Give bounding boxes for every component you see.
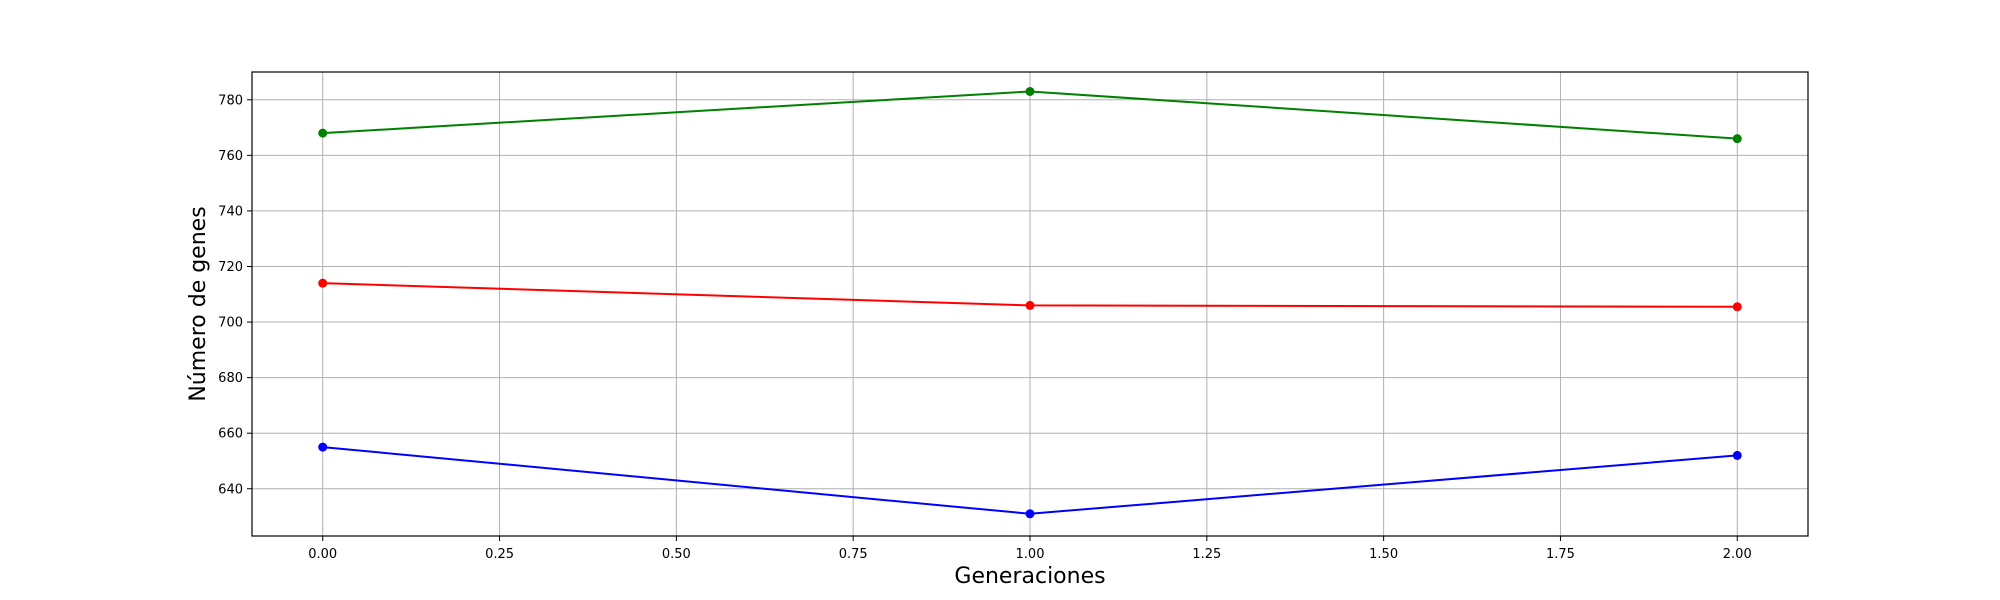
- x-axis: 0.00 0.25 0.50 0.75 1.00 1.25 1.50 1.75 2.00: [308, 536, 1752, 562]
- x-tick-label: 0.50: [662, 547, 691, 562]
- data-point: [1025, 509, 1035, 519]
- x-tick-label: 1.50: [1369, 547, 1398, 562]
- y-tick-label: 760: [218, 149, 243, 164]
- data-point: [1025, 86, 1035, 96]
- series-layer: [318, 86, 1742, 519]
- y-tick-label: 640: [218, 482, 243, 497]
- y-axis: 640 660 680 700 720 740 760 780: [218, 93, 252, 497]
- data-point: [1732, 450, 1742, 460]
- x-tick-label: 2.00: [1723, 547, 1752, 562]
- data-point: [318, 278, 328, 288]
- series-3: [318, 442, 1742, 519]
- x-axis-label: Generaciones: [954, 564, 1105, 589]
- y-tick-label: 740: [218, 204, 243, 219]
- y-tick-label: 700: [218, 316, 243, 331]
- data-point: [1732, 134, 1742, 144]
- grid: [252, 72, 1808, 536]
- y-tick-label: 680: [218, 371, 243, 386]
- x-tick-label: 1.00: [1016, 547, 1045, 562]
- data-point: [318, 128, 328, 138]
- x-tick-label: 0.25: [485, 547, 514, 562]
- series-1: [318, 86, 1742, 144]
- x-tick-label: 1.75: [1546, 547, 1575, 562]
- data-point: [1025, 300, 1035, 310]
- series-2: [318, 278, 1742, 312]
- data-point: [1732, 302, 1742, 312]
- data-point: [318, 442, 328, 452]
- x-tick-label: 0.75: [839, 547, 868, 562]
- y-tick-label: 660: [218, 427, 243, 442]
- y-tick-label: 780: [218, 93, 243, 108]
- x-tick-label: 1.25: [1192, 547, 1221, 562]
- y-axis-label: Número de genes: [186, 206, 211, 401]
- y-tick-label: 720: [218, 260, 243, 275]
- x-tick-label: 0.00: [308, 547, 337, 562]
